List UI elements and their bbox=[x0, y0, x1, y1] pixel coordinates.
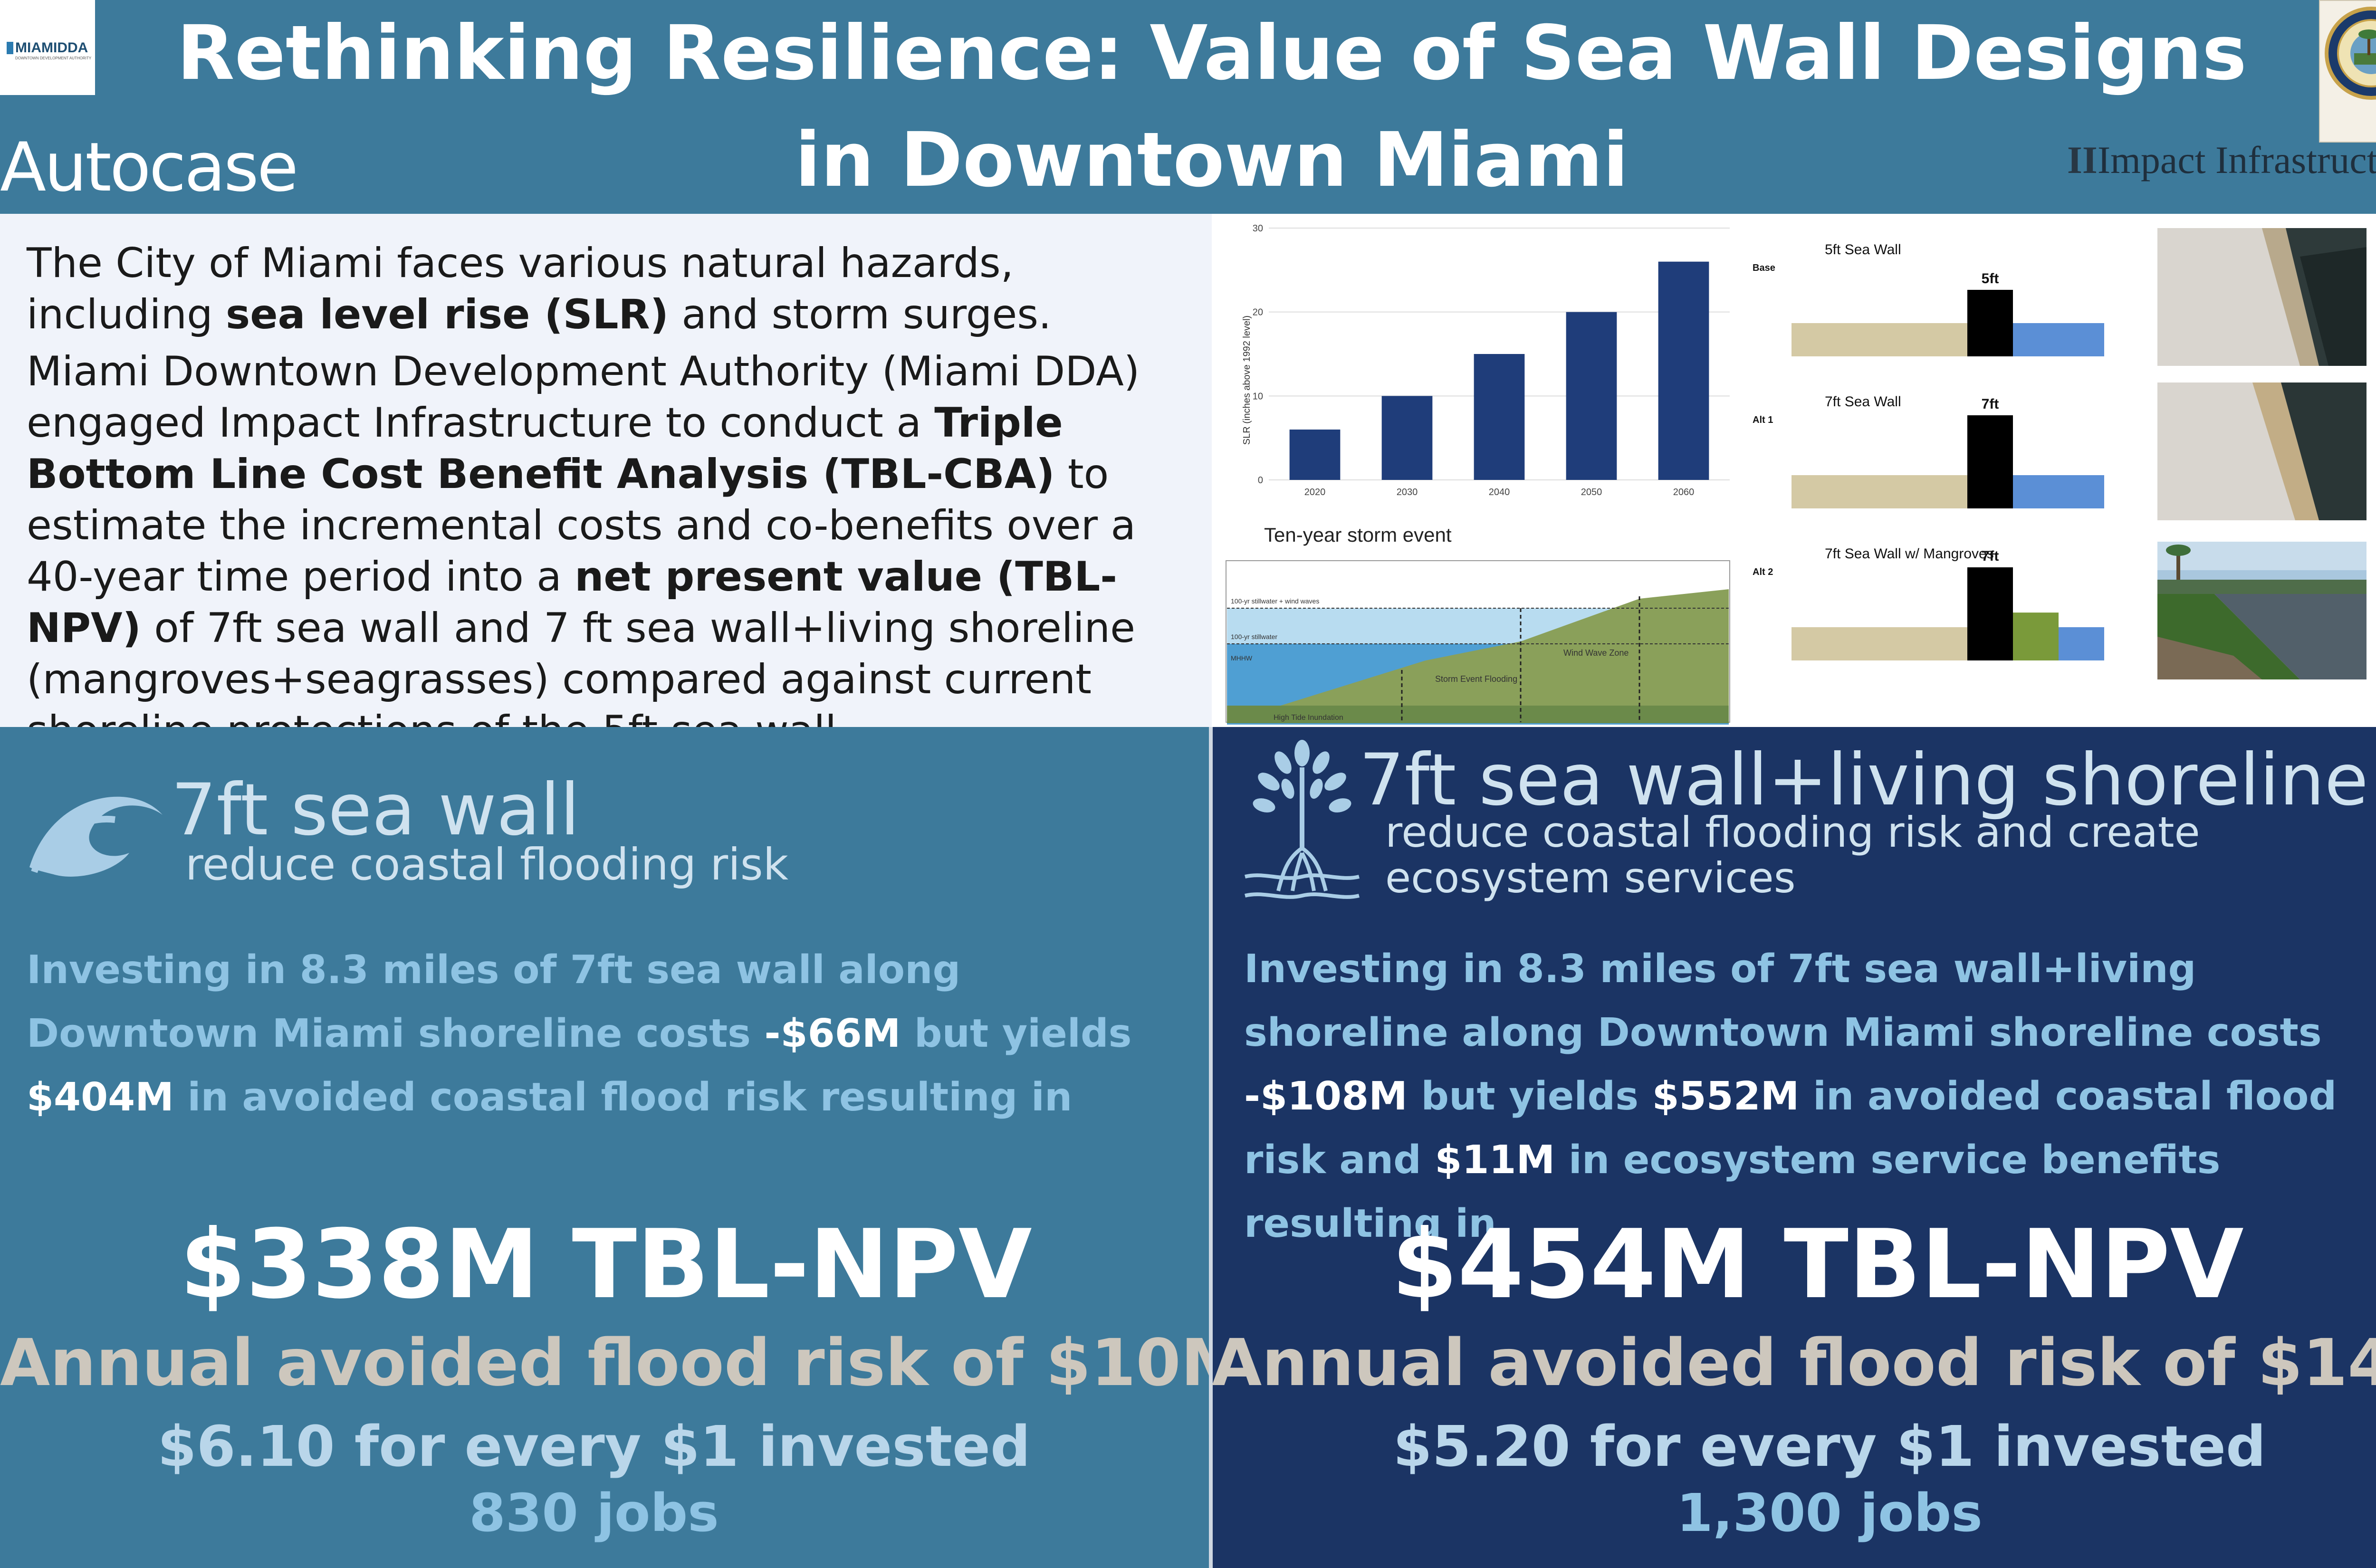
left-return-ratio: $6.10 for every $1 invested bbox=[157, 1414, 1031, 1479]
land-block bbox=[1792, 627, 1967, 660]
sea-wall-bar bbox=[1967, 290, 2013, 356]
slr-bar-chart: SLR (inches above 1992 level) 2020 2030 20… bbox=[1212, 214, 1744, 518]
ground-profile bbox=[1227, 589, 1729, 722]
right-npv: $454M TBL-NPV bbox=[1391, 1209, 2244, 1320]
autocase-logo: Autocase bbox=[0, 128, 298, 207]
sea-wall-bar bbox=[1967, 415, 2013, 508]
slr-bar bbox=[1658, 261, 1709, 480]
impact-logo-text: Impact Infrastructure bbox=[2097, 138, 2376, 182]
wall-row-label: Alt 2 bbox=[1753, 567, 1773, 577]
city-of-miami-seal bbox=[2319, 0, 2376, 143]
sea-wall-height-label: 7ft bbox=[1982, 396, 1999, 412]
intro-slr-highlight: sea level rise (SLR) bbox=[226, 291, 669, 338]
right-cost-value: -$108M bbox=[1244, 1074, 1408, 1119]
slr-x-tick-label: 2020 bbox=[1304, 487, 1326, 497]
slr-y-tick-label: 0 bbox=[1258, 475, 1263, 486]
right-panel-subtitle-1: reduce coastal flooding risk and create bbox=[1385, 808, 2200, 857]
intro-tbl-cba-highlight: Triple Bottom Line Cost Benefit Analysis… bbox=[27, 399, 1063, 498]
slr-y-tick-label: 20 bbox=[1253, 307, 1263, 318]
right-panel-subtitle-2: ecosystem services bbox=[1385, 853, 1796, 902]
right-eco-value: $11M bbox=[1435, 1138, 1555, 1183]
dda-mark-icon bbox=[7, 42, 13, 54]
left-panel-7ft-sea-wall bbox=[0, 727, 1212, 1568]
dda-logo-text: MIAMIDDA bbox=[15, 40, 88, 56]
sea-wall-bar bbox=[1967, 567, 2013, 660]
slr-y-tick-label: 10 bbox=[1253, 391, 1263, 402]
right-panel-title: 7ft sea wall+living shoreline bbox=[1359, 739, 2368, 822]
photo-living-shoreline bbox=[2157, 542, 2366, 679]
left-cost-value: -$66M bbox=[764, 1011, 901, 1056]
slr-x-tick-label: 2060 bbox=[1673, 487, 1695, 497]
sea-wall-comparison-chart: Base 5ft Sea Wall 5ft Alt 1 7ft Sea Wall 7ft A… bbox=[1744, 214, 2110, 727]
slr-x-tick-label: 2030 bbox=[1397, 487, 1418, 497]
sea-wall-chart-svg: Base 5ft Sea Wall 5ft Alt 1 7ft Sea Wall 7ft A… bbox=[1744, 214, 2110, 727]
sea-wall-height-label: 5ft bbox=[1982, 271, 1999, 287]
mangrove-bar bbox=[2013, 612, 2059, 660]
right-panel-living-shoreline bbox=[1212, 727, 2376, 1568]
slr-chart-svg: SLR (inches above 1992 level) 2020 2030 20… bbox=[1212, 214, 1744, 518]
slr-bar bbox=[1474, 354, 1525, 480]
land-block bbox=[1792, 475, 1967, 508]
wall-panel-title: 7ft Sea Wall bbox=[1825, 394, 1901, 410]
mangrove-icon bbox=[1240, 734, 1364, 910]
label-mhhw: MHHW bbox=[1231, 654, 1253, 662]
slr-y-tick-label: 30 bbox=[1253, 223, 1263, 234]
water-block bbox=[2013, 475, 2104, 508]
right-panel-body: Investing in 8.3 miles of 7ft sea wall+l… bbox=[1244, 947, 2337, 1246]
slr-bar bbox=[1566, 312, 1617, 480]
slr-bar bbox=[1381, 396, 1433, 480]
storm-event-diagram: Ten-year storm event 100-yr stillwater +… bbox=[1212, 518, 1744, 727]
wall-row-label: Base bbox=[1753, 263, 1775, 273]
slr-x-tick-label: 2040 bbox=[1489, 487, 1510, 497]
slr-y-axis-label: SLR (inches above 1992 level) bbox=[1242, 316, 1252, 445]
dda-logo-subtext: DOWNTOWN DEVELOPMENT AUTHORITY bbox=[15, 56, 92, 60]
wave-icon bbox=[25, 772, 177, 881]
ground-base bbox=[1227, 706, 1729, 723]
slr-x-tick-label: 2050 bbox=[1581, 487, 1602, 497]
wall-panel-title: 5ft Sea Wall bbox=[1825, 242, 1901, 258]
left-npv: $338M TBL-NPV bbox=[180, 1209, 1032, 1320]
page-title: Rethinking Resilience: Value of Sea Wall… bbox=[177, 10, 2247, 204]
storm-diagram-title: Ten-year storm event bbox=[1264, 524, 1452, 546]
left-panel-subtitle: reduce coastal flooding risk bbox=[185, 839, 788, 890]
right-jobs: 1,300 jobs bbox=[1677, 1482, 1983, 1543]
seal-icon bbox=[2325, 7, 2376, 100]
intro-tbl-npv-highlight: net present value (TBL-NPV) bbox=[27, 553, 1117, 652]
wall-row-label: Alt 1 bbox=[1753, 415, 1773, 425]
water-block bbox=[2059, 627, 2104, 660]
right-return-ratio: $5.20 for every $1 invested bbox=[1393, 1414, 2266, 1479]
left-annual-flood-risk: Annual avoided flood risk of $10M bbox=[0, 1326, 1245, 1401]
label-wind-wave-zone: Wind Wave Zone bbox=[1563, 648, 1629, 658]
water-block bbox=[2013, 323, 2104, 356]
impact-mark: II bbox=[2067, 138, 2098, 182]
right-benefit-value: $552M bbox=[1652, 1074, 1800, 1119]
header-banner bbox=[0, 0, 2376, 214]
slr-bar bbox=[1289, 430, 1341, 480]
storm-diagram-svg: Ten-year storm event 100-yr stillwater +… bbox=[1212, 518, 1744, 727]
label-100yr-wind: 100-yr stillwater + wind waves bbox=[1231, 597, 1319, 605]
label-high-tide: High Tide Inundation bbox=[1274, 714, 1343, 722]
intro-paragraph-2: Miami Downtown Development Authority (Mi… bbox=[27, 348, 1140, 755]
wall-panel-title: 7ft Sea Wall w/ Mangroves bbox=[1825, 546, 1994, 562]
left-jobs: 830 jobs bbox=[469, 1482, 719, 1543]
sea-wall-height-label: 7ft bbox=[1982, 548, 1999, 564]
label-100yr-stillwater: 100-yr stillwater bbox=[1231, 633, 1277, 641]
intro-section bbox=[0, 214, 1217, 727]
miami-dda-logo: MIAMIDDA DOWNTOWN DEVELOPMENT AUTHORITY bbox=[0, 0, 95, 95]
left-benefit-value: $404M bbox=[27, 1075, 174, 1120]
wind-waves bbox=[1226, 588, 1480, 609]
left-panel-body: Investing in 8.3 miles of 7ft sea wall a… bbox=[27, 947, 1132, 1120]
photo-5ft-sea-wall bbox=[2157, 228, 2366, 366]
intro-text: The City of Miami faces various natural … bbox=[27, 238, 1210, 756]
land-block bbox=[1792, 323, 1967, 356]
left-panel-title: 7ft sea wall bbox=[171, 769, 580, 851]
panel-divider bbox=[1209, 727, 1213, 1568]
impact-infrastructure-logo: IIImpact Infrastructure bbox=[2067, 138, 2376, 182]
photo-7ft-sea-wall bbox=[2157, 382, 2366, 520]
right-annual-flood-risk: Annual avoided flood risk of $14M bbox=[1212, 1326, 2376, 1401]
shoreline-photos bbox=[2110, 214, 2376, 727]
intro-paragraph-1: The City of Miami faces various natural … bbox=[27, 239, 1052, 338]
label-storm-flooding: Storm Event Flooding bbox=[1435, 674, 1517, 684]
